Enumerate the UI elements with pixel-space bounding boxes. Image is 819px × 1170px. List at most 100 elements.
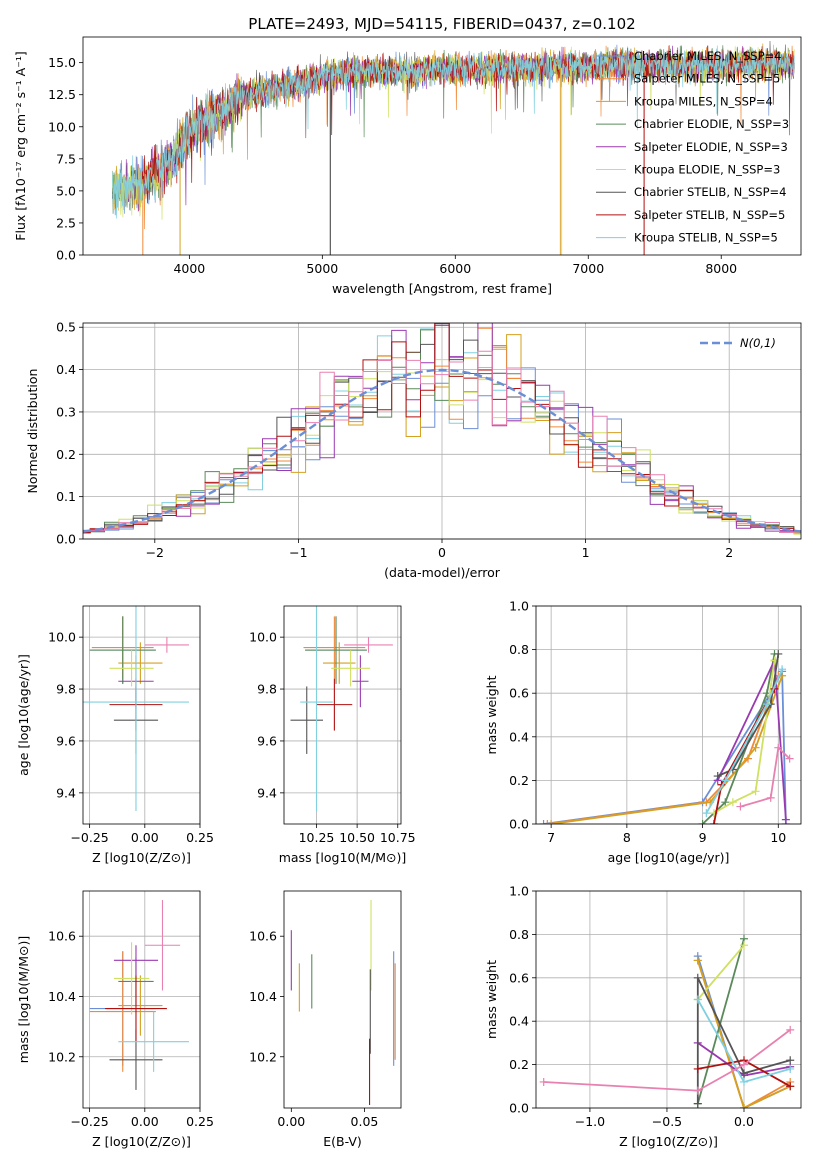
age-vs-mass-plot-area xyxy=(290,606,393,812)
weight-vs-age-marker-8-0 xyxy=(702,809,711,818)
age-vs-Z-point-2 xyxy=(118,642,163,684)
age-vs-mass-gridlines xyxy=(284,606,401,824)
spectrum-y-axis-label: Flux [fλ10⁻¹⁷ erg cm⁻² s⁻¹ A⁻¹] xyxy=(13,51,28,240)
mass-vs-EBV-x-axis-label: E(B-V) xyxy=(323,1134,362,1149)
weight-vs-age-line-8 xyxy=(702,665,787,818)
residuals-legend: N(0,1) xyxy=(700,336,776,350)
mass-vs-metallicity-panel: −0.25 0.00 0.25 10.2 10.4 10.6 Z [log10(Z/Z⊙)]… xyxy=(16,890,214,1149)
weight-vs-age-marker-2-0 xyxy=(547,820,556,824)
mass-vs-Z-point-2 xyxy=(118,975,163,1036)
residuals-y-axis-label: Normed distribution xyxy=(25,369,40,494)
weight-vs-age-polyline-6 xyxy=(717,653,780,777)
weight-vs-age-marker-6-3 xyxy=(774,649,783,658)
histogram-series-1 xyxy=(83,323,801,534)
weight-vs-age-x-tick-label: 7 xyxy=(547,830,555,845)
weight-vs-age-polyline-2 xyxy=(550,675,783,824)
age-vs-Z-point-9 xyxy=(144,637,189,653)
weight-vs-Z-marker-8-2 xyxy=(786,1064,795,1073)
age-vs-mass-point-4 xyxy=(352,655,369,708)
residuals-y-tick-label: 0.2 xyxy=(56,447,76,462)
spectrum-y-tick-label: 10.0 xyxy=(48,119,76,134)
legend-label-4: Salpeter ELODIE, N_SSP=3 xyxy=(634,140,788,154)
normal-legend-label: N(0,1) xyxy=(740,336,776,350)
weight-vs-age-marker-5-2 xyxy=(751,787,760,796)
weight-vs-age-marker-9-0 xyxy=(736,802,745,811)
age-vs-mass-x-tick-label: 10.75 xyxy=(380,830,416,845)
weight-vs-age-axes-frame xyxy=(535,605,802,825)
weight-vs-age-polyline-5 xyxy=(713,660,776,814)
weight-vs-age-y-tick-label: 0.4 xyxy=(509,729,529,744)
spectrum-x-tick-label: 7000 xyxy=(572,261,604,276)
weight-vs-Z-y-axis-label: mass weight xyxy=(484,960,499,1039)
age-vs-mass-y-tick-label: 10.0 xyxy=(249,630,277,645)
mass-vs-Z-plot-area xyxy=(89,900,189,1090)
mass-vs-EBV-y-tick-label: 10.2 xyxy=(249,1049,277,1064)
age-vs-Z-y-tick-label: 9.8 xyxy=(56,682,76,697)
mass-vs-EBV-x-tick-label: 0.00 xyxy=(277,1114,305,1129)
weight-vs-age-marker-6-0 xyxy=(713,772,722,781)
weight-vs-Z-polyline-5 xyxy=(697,944,745,1001)
weight-vs-Z-marker-8-0 xyxy=(693,995,702,1004)
weight-vs-age-x-tick-label: 9 xyxy=(699,830,707,845)
weight-vs-Z-marker-6-1 xyxy=(693,973,702,982)
weight-vs-Z-plot-area xyxy=(539,934,795,1108)
weight-vs-Z-x-tick-label: 0.0 xyxy=(734,1114,754,1129)
weight-vs-age-marker-8-1 xyxy=(721,776,730,785)
legend-label-2: Kroupa MILES, N_SSP=4 xyxy=(634,94,773,108)
weight-vs-age-y-tick-label: 0.2 xyxy=(509,773,529,788)
age-vs-mass-axes-frame xyxy=(283,605,402,825)
mass-vs-Z-gridlines xyxy=(83,891,201,1108)
weight-vs-Z-line-9 xyxy=(539,1025,795,1095)
weight-vs-Z-y-tick-label: 0.4 xyxy=(509,1014,529,1029)
mass-vs-EBV-axes-frame xyxy=(283,890,402,1109)
legend-label-3: Chabrier ELODIE, N_SSP=3 xyxy=(634,117,789,131)
mass-vs-Z-x-tick-label: 0.25 xyxy=(186,1114,214,1129)
age-vs-Z-plot-area xyxy=(83,606,189,812)
mass-vs-Z-point-4 xyxy=(113,945,159,976)
age-vs-mass-point-1 xyxy=(303,616,366,679)
residuals-y-tick-label: 0.1 xyxy=(56,489,76,504)
weight-vs-Z-y-tick-label: 0.2 xyxy=(509,1057,529,1072)
spectrum-y-tick-label: 0.0 xyxy=(56,248,76,263)
spectrum-title: PLATE=2493, MJD=54115, FIBERID=0437, z=0… xyxy=(248,15,635,33)
spectrum-axes-frame xyxy=(82,36,802,256)
spectrum-x-axis-label: wavelength [Angstrom, rest frame] xyxy=(332,281,552,296)
weight-vs-Z-marker-8-1 xyxy=(739,1077,748,1086)
weight-vs-Z-marker-9-0 xyxy=(539,1077,548,1086)
weight-vs-age-marker-4-2 xyxy=(781,815,790,824)
weight-vs-age-marker-8-3 xyxy=(778,665,787,674)
weight-vs-Z-polyline-3 xyxy=(696,938,745,1104)
weight-vs-Z-marker-7-0 xyxy=(693,1064,702,1073)
weight-vs-age-y-tick-label: 1.0 xyxy=(509,599,529,614)
mass-vs-ebv-panel: 0.00 0.05 10.2 10.4 10.6 E(B-V) xyxy=(249,890,402,1149)
residuals-x-tick-label: 0 xyxy=(438,545,446,560)
age-vs-Z-y-tick-label: 10.0 xyxy=(48,630,76,645)
weight-vs-Z-polyline-9 xyxy=(543,1029,791,1092)
legend-label-7: Salpeter STELIB, N_SSP=5 xyxy=(634,208,785,222)
weight-vs-age-x-tick-label: 10 xyxy=(770,830,786,845)
spectrum-y-tick-label: 7.5 xyxy=(56,151,76,166)
residuals-y-tick-label: 0.0 xyxy=(56,532,76,547)
weight-vs-metallicity-panel: −1.0 −0.5 0.0 0.0 0.2 0.4 0.6 0.8 1.0 Z [log10(Z/… xyxy=(484,884,802,1149)
mass-vs-Z-axes-frame xyxy=(82,890,201,1109)
age-vs-mass-x-tick-label: 10.50 xyxy=(339,830,375,845)
residuals-y-tick-label: 0.4 xyxy=(56,362,76,377)
histogram-series-4 xyxy=(83,323,801,533)
weight-vs-age-panel: 7 8 9 10 0.0 0.2 0.4 0.6 0.8 1.0 age [log10(age/yr… xyxy=(484,599,802,865)
weight-vs-Z-x-axis-label: Z [log10(Z/Z⊙)] xyxy=(619,1134,718,1149)
spectrum-y-tick-label: 15.0 xyxy=(48,55,76,70)
age-vs-Z-x-tick-label: 0.25 xyxy=(186,830,214,845)
mass-vs-Z-x-axis-label: Z [log10(Z/Z⊙)] xyxy=(92,1134,191,1149)
weight-vs-Z-marker-9-2 xyxy=(739,1060,748,1069)
weight-vs-age-marker-1-0 xyxy=(543,820,552,824)
age-vs-mass-point-9 xyxy=(344,637,393,653)
weight-vs-age-marker-9-1 xyxy=(766,793,775,802)
age-vs-mass-x-axis-label: mass [log10(M/M⊙)] xyxy=(279,850,407,865)
weight-vs-age-y-tick-label: 0.8 xyxy=(509,642,529,657)
residual-histogram-panel: −2 −1 0 1 2 0.0 0.1 0.2 0.3 0.4 0.5 (data-model)/er… xyxy=(25,320,802,580)
weight-vs-Z-marker-7-2 xyxy=(786,1082,795,1091)
residuals-x-tick-label: 2 xyxy=(725,545,733,560)
weight-vs-age-marker-0-0 xyxy=(539,820,548,824)
residuals-axes-frame xyxy=(82,322,802,540)
